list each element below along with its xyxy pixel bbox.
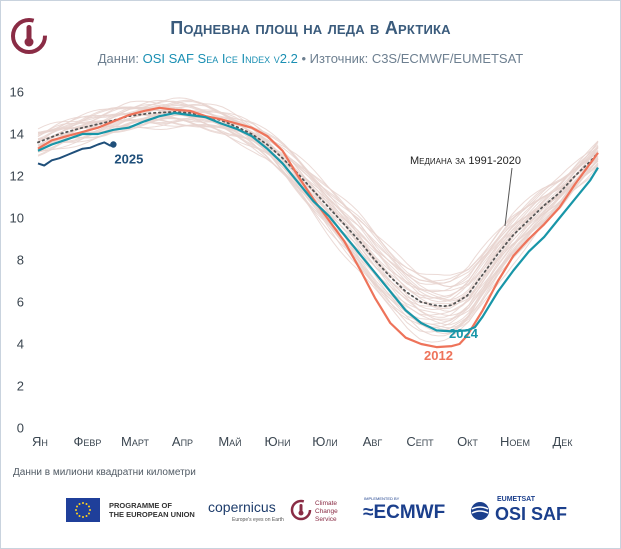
x-month-label: Ноем [500,434,530,449]
label-2012: 2012 [424,348,453,363]
y-tick-label: 12 [10,169,24,184]
series-group [37,106,599,349]
subtitle-prefix: Данни: [97,51,143,66]
series-labels-group: 2025 2024 2012 Медиана за 1991-2020 [114,152,521,364]
thermometer-logo-icon [11,18,47,54]
ecmwf-implemented-by: IMPLEMENTED BY [364,496,400,501]
y-tick-label: 10 [10,211,24,226]
median-leader-line [504,167,513,227]
osi-saf-logo: OSI SAF [495,504,568,524]
y-tick-label: 4 [17,337,24,352]
eu-programme-text: PROGRAMME OF THE EUROPEAN UNION [109,501,195,519]
label-2024: 2024 [449,326,479,341]
ecmwf-logo: ≈ECMWF [363,502,446,523]
x-month-label: Апр [172,434,193,449]
subtitle-separator: • Източник: [297,51,372,66]
series-line-2012 [37,106,599,349]
x-month-label: Март [121,434,149,449]
sea-ice-chart: 0 2 4 6 8 10 12 14 16 Ян Февр Март Апр Май Юни Юли Авг Се… [10,85,599,450]
logo-strip: PROGRAMME OF THE EUROPEAN UNION copernicu… [0,495,621,531]
x-month-label: Септ [406,434,434,449]
y-tick-label: 2 [17,379,24,394]
label-2025: 2025 [114,152,143,167]
osi-saf-globe-icon [471,502,489,520]
copernicus-logo: copernicus [208,499,276,515]
series-end-dot-2025 [110,141,117,148]
y-tick-label: 8 [17,253,24,268]
c3s-text: Climate Change Service [315,500,338,523]
y-tick-label: 14 [10,127,24,142]
x-month-label: Авг [363,434,383,449]
background-year-line [37,108,599,305]
background-years-group [37,97,599,343]
chart-title: Подневна площ на леда в Арктика [170,18,451,38]
x-month-label: Февр [74,434,102,449]
x-month-label: Окт [457,434,478,449]
units-note: Данни в милиони квадратни километри [13,467,196,478]
c3s-thermometer-icon [290,499,312,521]
axes-group: 0 2 4 6 8 10 12 14 16 Ян Февр Март Апр Май Юни Юли Авг Се… [10,85,574,450]
series-line-2025 [37,141,114,167]
subtitle-source: C3S/ECMWF/EUMETSAT [371,51,524,66]
subtitle-dataset: OSI SAF Sea Ice Index v2.2 [142,51,298,66]
label-median: Медиана за 1991-2020 [410,155,521,167]
background-year-line [37,118,599,328]
copernicus-tagline: Europe's eyes on Earth [232,517,284,523]
background-year-line [37,117,599,331]
background-year-line [37,113,599,318]
background-year-line [37,116,599,329]
x-month-label: Ян [32,434,48,449]
eumetsat-label: EUMETSAT [497,496,535,503]
chart-subtitle: Данни: OSI SAF Sea Ice Index v2.2 • Изто… [0,51,621,66]
series-line-2024 [37,111,599,333]
background-year-line [37,109,599,312]
y-tick-label: 6 [17,295,24,310]
y-tick-label: 16 [10,85,24,100]
y-tick-label: 0 [17,421,24,436]
background-year-line [37,99,599,282]
median-line [37,110,599,308]
background-year-line [37,100,599,288]
x-month-label: Юни [264,434,290,449]
x-month-label: Дек [552,434,573,449]
x-month-label: Май [218,434,241,449]
eu-flag-icon [66,498,100,522]
x-month-label: Юли [312,434,338,449]
